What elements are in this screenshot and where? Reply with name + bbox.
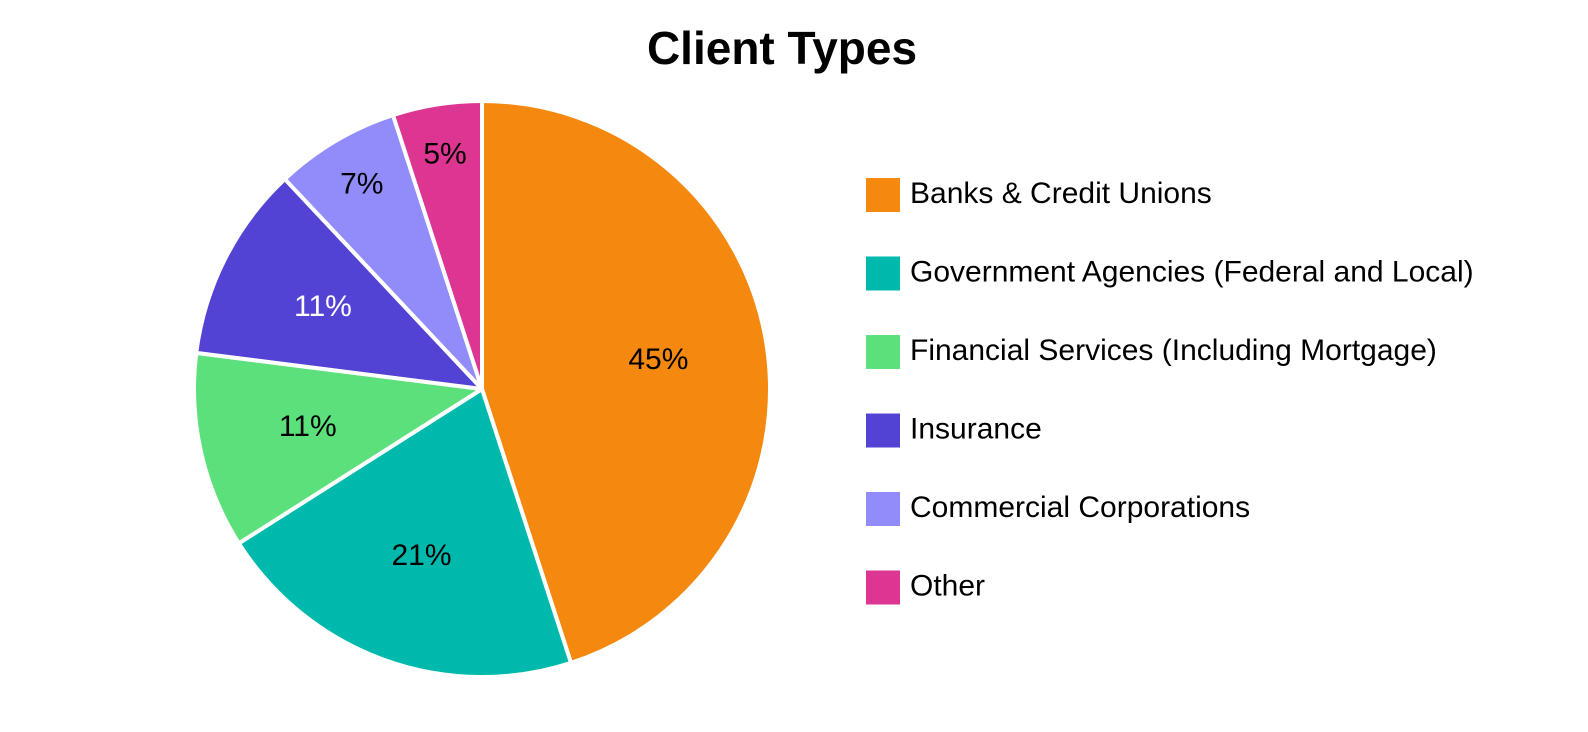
data-label: 7%: [340, 168, 383, 201]
legend-label: Financial Services (Including Mortgage): [910, 334, 1437, 367]
pie-slice: [194, 177, 484, 391]
chart-title: Client Types: [647, 22, 917, 74]
pie-slice: [192, 350, 484, 546]
pie-slice: [282, 113, 484, 391]
legend-label: Other: [910, 569, 985, 602]
data-label: 45%: [628, 343, 688, 376]
pie-slice: [391, 99, 484, 391]
legend-swatch: [866, 570, 900, 605]
data-label: 11%: [279, 410, 337, 443]
legend-swatch: [866, 335, 900, 369]
data-label: 11%: [294, 290, 352, 323]
legend-label: Insurance: [910, 412, 1042, 445]
legend-swatch: [866, 256, 900, 291]
legend-swatch: [866, 413, 900, 448]
legend-label: Commercial Corporations: [910, 491, 1250, 524]
legend-label: Banks & Credit Unions: [910, 177, 1212, 210]
pie-slice: [480, 99, 772, 665]
legend-swatch: [866, 178, 900, 212]
data-label: 5%: [423, 138, 466, 171]
legend-label: Government Agencies (Federal and Local): [910, 255, 1474, 288]
pie-slice: [236, 387, 573, 679]
legend-swatch: [866, 492, 900, 526]
data-label: 21%: [391, 539, 451, 572]
